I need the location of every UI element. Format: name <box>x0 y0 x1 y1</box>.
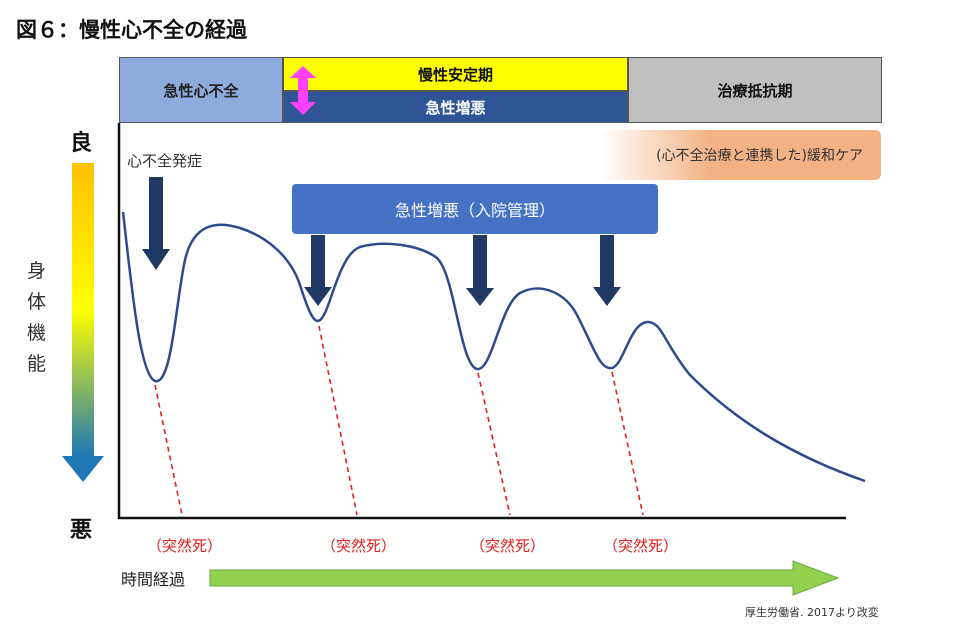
function-gradient-arrow <box>62 163 104 482</box>
y-axis-label-char-4: 能 <box>27 353 47 375</box>
source-label: 厚生労働省. 2017より改変 <box>745 606 879 619</box>
y-axis-label-char-1: 身 <box>27 260 47 282</box>
y-axis-label-char-3: 機 <box>27 322 47 344</box>
onset-label: 心不全発症 <box>127 152 203 170</box>
phase-chronic-stable: 慢性安定期 <box>283 57 628 91</box>
sudden-death-label-2: （突然死） <box>321 537 397 555</box>
down-arrow-1 <box>304 235 332 306</box>
down-arrow-3 <box>593 235 621 306</box>
sudden-death-line-1 <box>154 384 183 516</box>
phase-acute-exacerbation-label: 急性増悪 <box>425 98 486 117</box>
phase-chronic-stable-label: 慢性安定期 <box>417 65 493 84</box>
phase-acute-heart-failure: 急性心不全 <box>119 57 283 123</box>
time-label: 時間経過 <box>121 570 186 589</box>
phase-acute-heart-failure-label: 急性心不全 <box>163 81 239 100</box>
sudden-death-line-2 <box>318 325 358 516</box>
y-axis-label-char-2: 体 <box>27 291 47 313</box>
palliative-care-box: (心不全治療と連携した)緩和ケア <box>600 130 881 180</box>
page-title: 図６：慢性心不全の経過 <box>16 18 247 42</box>
sudden-death-label-3: （突然死） <box>470 537 546 555</box>
acute-exacerbation-hospital-label: 急性増悪（入院管理） <box>394 201 555 220</box>
acute-exacerbation-hospital-box: 急性増悪（入院管理） <box>292 184 658 234</box>
y-axis-bad-label: 悪 <box>70 518 93 543</box>
disease-course-curve <box>121 211 866 483</box>
time-arrow <box>209 560 840 596</box>
sudden-death-line-3 <box>477 372 511 516</box>
sudden-death-label-1: （突然死） <box>147 537 223 555</box>
palliative-care-label: (心不全治療と連携した)緩和ケア <box>656 148 863 164</box>
magenta-double-arrow <box>290 66 316 115</box>
phase-refractory: 治療抵抗期 <box>628 57 882 123</box>
phase-refractory-label: 治療抵抗期 <box>717 81 793 100</box>
sudden-death-line-4 <box>611 371 644 516</box>
down-arrow-2 <box>466 235 494 306</box>
down-arrow-onset <box>142 177 170 270</box>
y-axis-good-label: 良 <box>70 131 93 156</box>
phase-acute-exacerbation: 急性増悪 <box>283 91 628 123</box>
sudden-death-label-4: （突然死） <box>603 537 679 555</box>
